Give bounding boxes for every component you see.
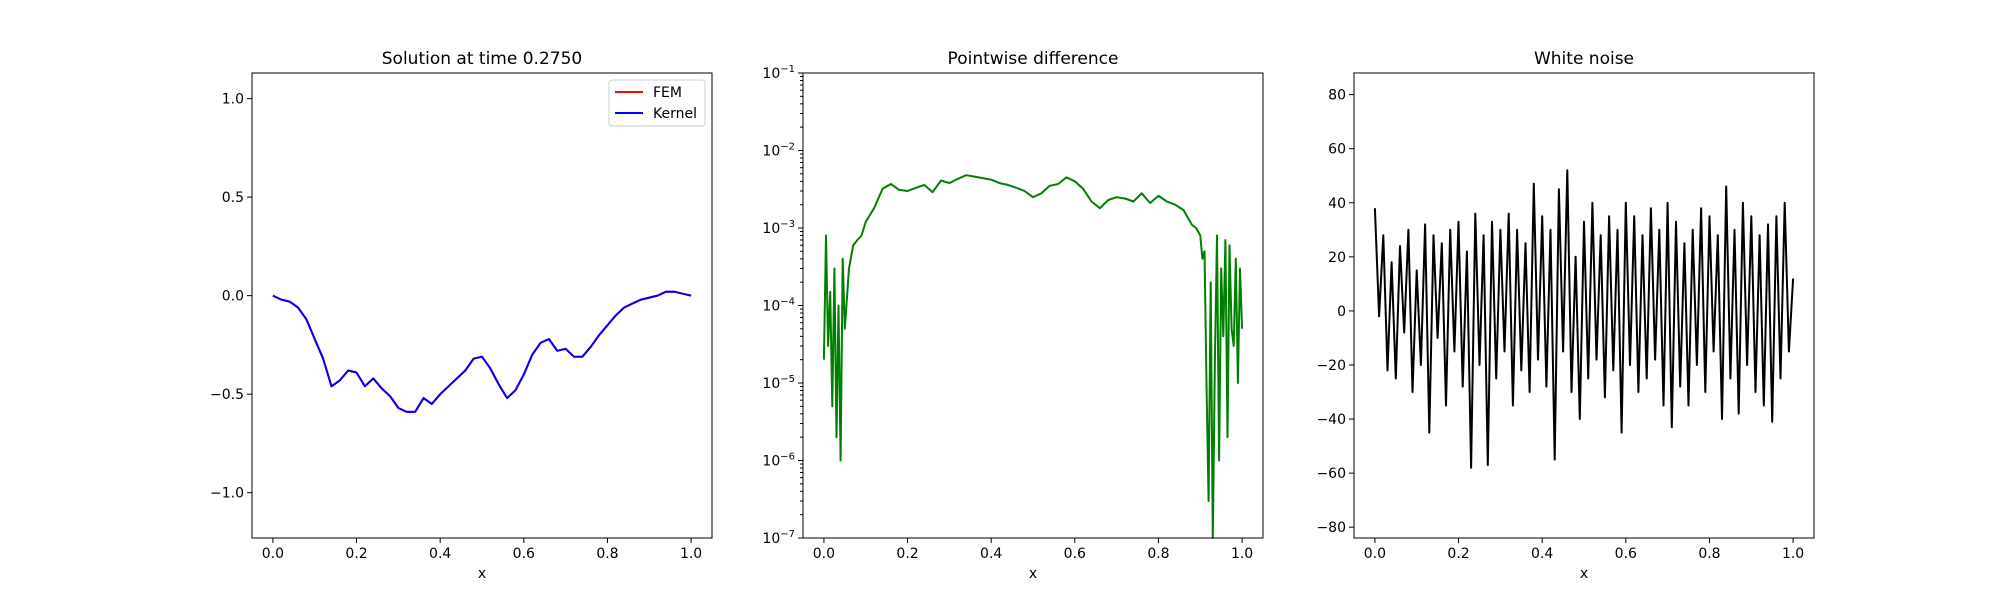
y-tick-label: 10−2 [762, 142, 795, 160]
x-tick-label: 0.6 [1615, 546, 1637, 562]
y-tick-label: 10−3 [762, 219, 795, 237]
y-tick-label: 10−1 [762, 64, 795, 82]
legend-label-kernel: Kernel [653, 106, 697, 122]
panel-difference-title: Pointwise difference [948, 49, 1119, 69]
panel-solution-series [272, 290, 692, 413]
panel-difference-frame [802, 72, 1264, 539]
x-tick-label: 0.6 [513, 546, 535, 562]
panel-noise-title: White noise [1534, 49, 1634, 69]
y-tick-label: 0.5 [222, 190, 244, 206]
y-tick-label: 1.0 [222, 92, 244, 108]
panel-noise-xlabel: x [1580, 566, 1588, 582]
panel-difference-ticks: 0.0 0.2 0.4 0.6 0.8 1.0 10−7 10−6 10−5 10−4 10−3 10… [762, 64, 1253, 562]
x-tick-label: 1.0 [1231, 546, 1253, 562]
y-tick-label: 10−5 [762, 374, 795, 392]
legend: FEM Kernel [608, 79, 706, 127]
x-tick-label: 0.2 [896, 546, 918, 562]
x-tick-label: 0.0 [813, 546, 835, 562]
x-tick-label: 0.4 [429, 546, 451, 562]
x-tick-label: 0.0 [1364, 546, 1386, 562]
y-tick-label: −40 [1316, 412, 1346, 428]
x-tick-label: 1.0 [680, 546, 702, 562]
x-tick-label: 1.0 [1782, 546, 1804, 562]
y-tick-label: −1.0 [210, 486, 244, 502]
panel-difference-xlabel: x [1029, 566, 1037, 582]
x-tick-label: 0.0 [262, 546, 284, 562]
panel-solution-xlabel: x [478, 566, 486, 582]
y-tick-label: −80 [1316, 520, 1346, 536]
x-tick-label: 0.2 [345, 546, 367, 562]
y-tick-label: 40 [1328, 196, 1346, 212]
panel-difference-series [822, 174, 1244, 539]
series-line-series-0 [822, 174, 1244, 539]
x-tick-label: 0.2 [1447, 546, 1469, 562]
panel-noise-ticks: 0.0 0.2 0.4 0.6 0.8 1.0 −80 −60 −40 −20 0 20 40 60 80 [1316, 88, 1804, 562]
y-tick-label: 10−7 [762, 529, 795, 547]
x-tick-label: 0.4 [980, 546, 1002, 562]
y-tick-label: 0.0 [222, 289, 244, 305]
x-tick-label: 0.6 [1064, 546, 1086, 562]
y-tick-label: −60 [1316, 466, 1346, 482]
y-tick-label: 80 [1328, 88, 1346, 104]
panel-difference: Pointwise difference 0.0 0.2 0.4 0.6 0.8 1.0 1… [762, 49, 1264, 582]
x-tick-label: 0.4 [1531, 546, 1553, 562]
series-line-series-0 [1373, 169, 1795, 469]
panel-noise-frame [1353, 72, 1815, 539]
panel-solution: Solution at time 0.2750 0.0 0.2 0.4 0.6 0.8 1… [210, 49, 713, 582]
y-tick-label: −0.5 [210, 387, 244, 403]
panel-noise-series [1373, 169, 1795, 469]
x-tick-label: 0.8 [1147, 546, 1169, 562]
series-line-kernel [272, 290, 692, 413]
panel-solution-frame [251, 72, 713, 539]
x-tick-label: 0.8 [596, 546, 618, 562]
y-tick-label: 10−6 [762, 452, 795, 470]
panel-solution-title: Solution at time 0.2750 [382, 49, 582, 69]
y-tick-label: −20 [1316, 358, 1346, 374]
x-tick-label: 0.8 [1698, 546, 1720, 562]
y-tick-label: 0 [1337, 304, 1346, 320]
legend-label-fem: FEM [653, 85, 682, 101]
y-tick-label: 10−4 [762, 297, 795, 315]
panel-noise: White noise 0.0 0.2 0.4 0.6 0.8 1.0 −80 −60 −40 −… [1316, 49, 1815, 582]
panel-solution-ticks: 0.0 0.2 0.4 0.6 0.8 1.0 −1.0 −0.5 0.0 0.5 1.0 [210, 92, 702, 562]
y-tick-label: 60 [1328, 142, 1346, 158]
y-tick-label: 20 [1328, 250, 1346, 266]
